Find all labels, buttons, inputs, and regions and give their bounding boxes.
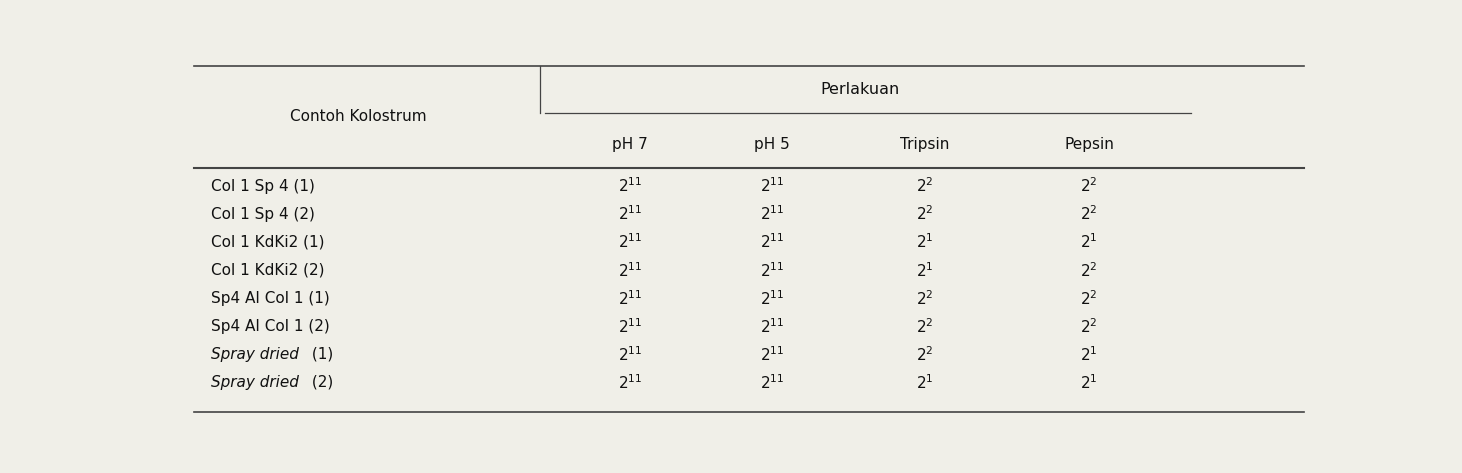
Text: $2^{11}$: $2^{11}$: [618, 317, 642, 336]
Text: $2^{11}$: $2^{11}$: [618, 345, 642, 364]
Text: Perlakuan: Perlakuan: [820, 82, 899, 97]
Text: $2^{1}$: $2^{1}$: [917, 233, 934, 252]
Text: Sp4 AI Col 1 (1): Sp4 AI Col 1 (1): [211, 291, 330, 306]
Text: $2^{11}$: $2^{11}$: [618, 205, 642, 223]
Text: pH 7: pH 7: [613, 137, 648, 152]
Text: $2^{11}$: $2^{11}$: [760, 261, 784, 280]
Text: $2^{2}$: $2^{2}$: [917, 177, 934, 195]
Text: $2^{2}$: $2^{2}$: [1080, 317, 1098, 336]
Text: $2^{2}$: $2^{2}$: [917, 345, 934, 364]
Text: Pepsin: Pepsin: [1064, 137, 1114, 152]
Text: Spray dried: Spray dried: [211, 375, 298, 390]
Text: $2^{1}$: $2^{1}$: [1080, 373, 1098, 392]
Text: $2^{11}$: $2^{11}$: [760, 317, 784, 336]
Text: $2^{2}$: $2^{2}$: [1080, 261, 1098, 280]
Text: Contoh Kolostrum: Contoh Kolostrum: [289, 109, 427, 124]
Text: $2^{2}$: $2^{2}$: [917, 317, 934, 336]
Text: $2^{2}$: $2^{2}$: [917, 205, 934, 223]
Text: $2^{1}$: $2^{1}$: [1080, 233, 1098, 252]
Text: Col 1 KdKi2 (1): Col 1 KdKi2 (1): [211, 235, 325, 250]
Text: $2^{11}$: $2^{11}$: [760, 289, 784, 307]
Text: $2^{1}$: $2^{1}$: [917, 373, 934, 392]
Text: Col 1 Sp 4 (2): Col 1 Sp 4 (2): [211, 207, 314, 221]
Text: $2^{1}$: $2^{1}$: [1080, 345, 1098, 364]
Text: $2^{2}$: $2^{2}$: [1080, 205, 1098, 223]
Text: (1): (1): [307, 347, 333, 362]
Text: $2^{11}$: $2^{11}$: [760, 177, 784, 195]
Text: pH 5: pH 5: [754, 137, 789, 152]
Text: Spray dried: Spray dried: [211, 347, 298, 362]
Text: $2^{1}$: $2^{1}$: [917, 261, 934, 280]
Text: $2^{2}$: $2^{2}$: [1080, 177, 1098, 195]
Text: $2^{11}$: $2^{11}$: [618, 177, 642, 195]
Text: (2): (2): [307, 375, 333, 390]
Text: $2^{11}$: $2^{11}$: [760, 205, 784, 223]
Text: Sp4 AI Col 1 (2): Sp4 AI Col 1 (2): [211, 319, 330, 334]
Text: $2^{11}$: $2^{11}$: [760, 373, 784, 392]
Text: $2^{2}$: $2^{2}$: [917, 289, 934, 307]
Text: $2^{11}$: $2^{11}$: [618, 261, 642, 280]
Text: $2^{11}$: $2^{11}$: [618, 289, 642, 307]
Text: $2^{2}$: $2^{2}$: [1080, 289, 1098, 307]
Text: Col 1 Sp 4 (1): Col 1 Sp 4 (1): [211, 178, 314, 193]
Text: $2^{11}$: $2^{11}$: [760, 345, 784, 364]
Text: Col 1 KdKi2 (2): Col 1 KdKi2 (2): [211, 263, 325, 278]
Text: $2^{11}$: $2^{11}$: [760, 233, 784, 252]
Text: Tripsin: Tripsin: [901, 137, 950, 152]
Text: $2^{11}$: $2^{11}$: [618, 233, 642, 252]
Text: $2^{11}$: $2^{11}$: [618, 373, 642, 392]
